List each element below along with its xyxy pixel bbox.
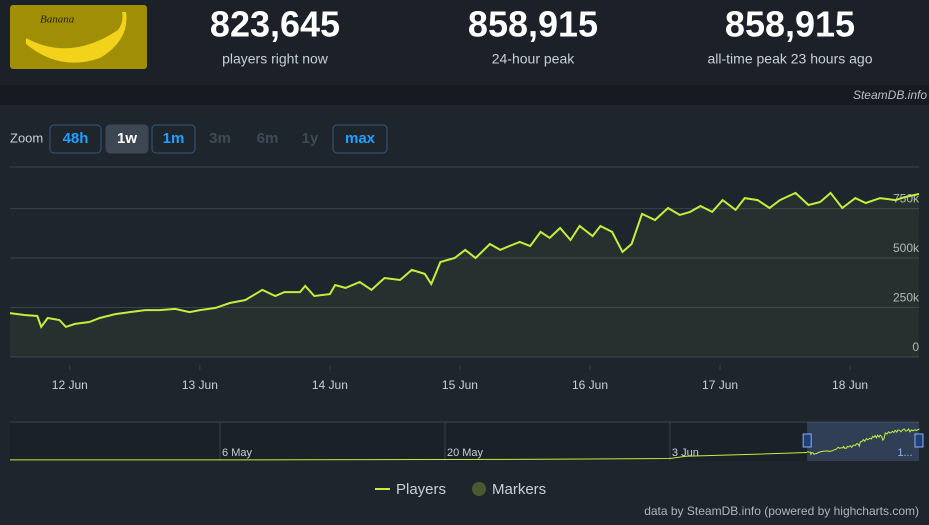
navigator-handle[interactable] xyxy=(914,433,924,448)
plot-area xyxy=(10,167,919,365)
credit-band xyxy=(0,85,929,105)
navigator-line xyxy=(9,452,808,461)
navigator-series-line xyxy=(807,427,920,456)
stat-label: all-time peak 23 hours ago xyxy=(708,51,873,67)
stat-value: 858,915 xyxy=(725,4,855,45)
x-tick-label: 15 Jun xyxy=(442,378,478,392)
x-tick-label: 13 Jun xyxy=(182,378,218,392)
credit: SteamDB.info xyxy=(853,88,927,102)
y-tick-label: 0 xyxy=(912,340,919,354)
navigator-tick-label: 6 May xyxy=(222,447,252,459)
stat-label: 24-hour peak xyxy=(492,51,576,67)
x-tick-label: 17 Jun xyxy=(702,378,738,392)
banana-icon xyxy=(26,12,127,63)
stat-label: players right now xyxy=(222,51,329,67)
zoom-button-label: 1y xyxy=(302,130,319,147)
legend-swatch xyxy=(472,482,486,496)
game-name: Banana xyxy=(40,14,75,26)
series-area xyxy=(10,192,919,357)
zoom-button[interactable] xyxy=(49,124,102,154)
zoom-button-label[interactable]: 1w xyxy=(117,130,137,147)
x-tick-label: 16 Jun xyxy=(572,378,608,392)
zoom-button-label[interactable]: 1m xyxy=(163,130,185,147)
x-tick-label: 18 Jun xyxy=(832,378,868,392)
zoom-label: Zoom xyxy=(10,130,43,145)
y-tick-label: 250k xyxy=(893,291,920,305)
footer: data by SteamDB.info (powered by highcha… xyxy=(644,504,919,518)
legend-label[interactable]: Markers xyxy=(492,481,546,498)
legend-label[interactable]: Players xyxy=(396,481,446,498)
navigator-selection[interactable] xyxy=(807,422,919,461)
navigator-range-label: 1... xyxy=(897,447,912,459)
zoom-button-label: 3m xyxy=(209,130,231,147)
navigator-tick-label: 20 May xyxy=(447,447,484,459)
zoom-button[interactable] xyxy=(332,124,388,154)
navigator-handle[interactable] xyxy=(802,433,812,448)
zoom-button[interactable] xyxy=(151,124,196,154)
stat-value: 858,915 xyxy=(468,4,598,45)
zoom-button[interactable] xyxy=(105,124,149,154)
zoom-button-label: 6m xyxy=(257,130,279,147)
zoom-button-label[interactable]: max xyxy=(345,130,376,147)
stat-value: 823,645 xyxy=(210,4,340,45)
x-tick-label: 14 Jun xyxy=(312,378,348,392)
navigator-area xyxy=(10,422,919,461)
x-tick-label: 12 Jun xyxy=(52,378,88,392)
zoom-button-label[interactable]: 48h xyxy=(63,130,89,147)
header-band xyxy=(0,0,929,85)
y-tick-label: 500k xyxy=(893,241,920,255)
series-line xyxy=(9,191,920,330)
navigator-tick-label: 3 Jun xyxy=(672,447,699,459)
